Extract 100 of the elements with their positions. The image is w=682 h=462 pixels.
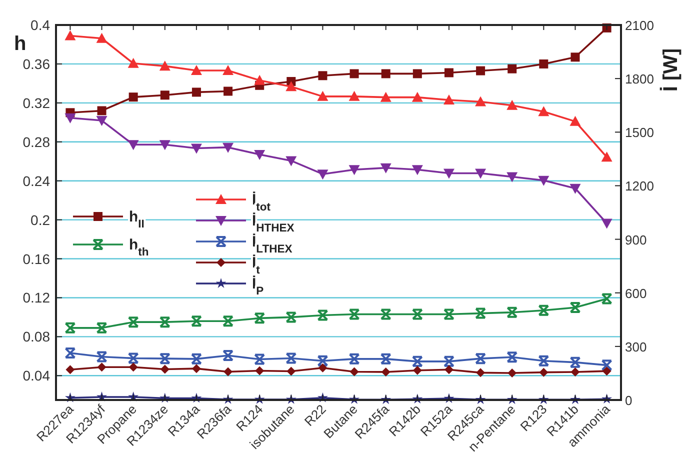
point [570, 184, 581, 194]
point [190, 353, 202, 364]
point [254, 354, 266, 365]
point [508, 368, 517, 378]
point [159, 353, 170, 364]
point [222, 316, 234, 327]
point [348, 308, 360, 320]
point [190, 144, 202, 154]
y-tick-label: 0.28 [22, 134, 50, 150]
point [412, 92, 423, 102]
point [443, 356, 454, 367]
point [475, 168, 486, 179]
point [350, 367, 359, 376]
legend-label: İ$_{LTHEX}$ [252, 234, 293, 256]
y2-tick-label: 300 [625, 339, 647, 354]
legend-label: h$_{th}$ [129, 236, 149, 258]
point [286, 156, 297, 166]
point [254, 150, 266, 160]
point [318, 71, 328, 80]
y-tick-label: 0.24 [22, 172, 50, 189]
y-tick-label: 0.16 [22, 250, 50, 267]
point [348, 90, 360, 101]
point [97, 362, 106, 372]
point [286, 81, 297, 92]
legend-label: İ$_{tot}$ [252, 192, 271, 214]
point [254, 74, 266, 85]
point [444, 68, 454, 78]
point [506, 172, 518, 182]
point [412, 366, 422, 375]
point [254, 312, 266, 324]
point [224, 86, 233, 96]
point [255, 366, 264, 376]
point [380, 92, 392, 102]
point [538, 304, 550, 316]
point [317, 355, 328, 366]
point [570, 356, 581, 368]
point [192, 364, 201, 374]
point [64, 322, 76, 334]
point [348, 353, 360, 364]
point [381, 367, 390, 376]
point [443, 168, 454, 179]
y-tick-label: 0.12 [22, 290, 50, 306]
y2-tick-label: 1500 [625, 125, 654, 140]
point [538, 355, 550, 366]
point [508, 64, 517, 74]
point [159, 140, 170, 150]
y-tick-label: 0.08 [22, 328, 50, 345]
point [570, 116, 581, 126]
point [286, 312, 297, 323]
point [222, 142, 234, 153]
y-tick-label: 0.36 [22, 56, 50, 72]
point [570, 302, 581, 313]
point [412, 69, 422, 78]
point [476, 368, 486, 378]
y2-tick-label: 900 [625, 232, 647, 248]
point [381, 69, 390, 78]
point [570, 52, 580, 62]
point [601, 152, 612, 162]
point [317, 310, 328, 321]
y-axis-title: h [14, 33, 26, 55]
point [380, 308, 392, 320]
point [412, 356, 423, 367]
y-tick-label: 0.4 [30, 17, 50, 33]
legend-label: İ$_{P}$ [252, 276, 264, 298]
point [380, 163, 392, 174]
point [412, 308, 423, 320]
point [96, 322, 108, 334]
point [317, 170, 328, 180]
point [64, 30, 76, 40]
point [286, 352, 297, 364]
point [475, 96, 486, 106]
point [128, 58, 139, 68]
point [128, 92, 138, 102]
point [192, 88, 201, 97]
point [64, 113, 76, 124]
y2-axis-title: İ [W] [659, 48, 682, 92]
point [538, 106, 550, 116]
point [601, 293, 612, 304]
point [160, 90, 170, 100]
y2-tick-label: 1800 [625, 72, 654, 87]
y-tick-label: 0.04 [22, 368, 50, 384]
point [96, 116, 108, 126]
point [66, 365, 75, 374]
point [602, 366, 612, 376]
point [224, 367, 233, 376]
legend-label: İ$_{t}$ [252, 254, 260, 276]
point [601, 218, 612, 229]
point [159, 316, 170, 328]
point [350, 69, 359, 78]
point [539, 368, 548, 377]
y2-tick-label: 0 [625, 393, 632, 408]
y2-tick-label: 1200 [625, 178, 654, 194]
point [160, 364, 170, 374]
point [97, 106, 106, 116]
point [539, 59, 548, 68]
point [317, 90, 328, 101]
y-tick-label: 0.32 [22, 94, 50, 111]
point [190, 316, 202, 327]
y2-tick-label: 600 [625, 286, 647, 301]
point [64, 348, 76, 359]
